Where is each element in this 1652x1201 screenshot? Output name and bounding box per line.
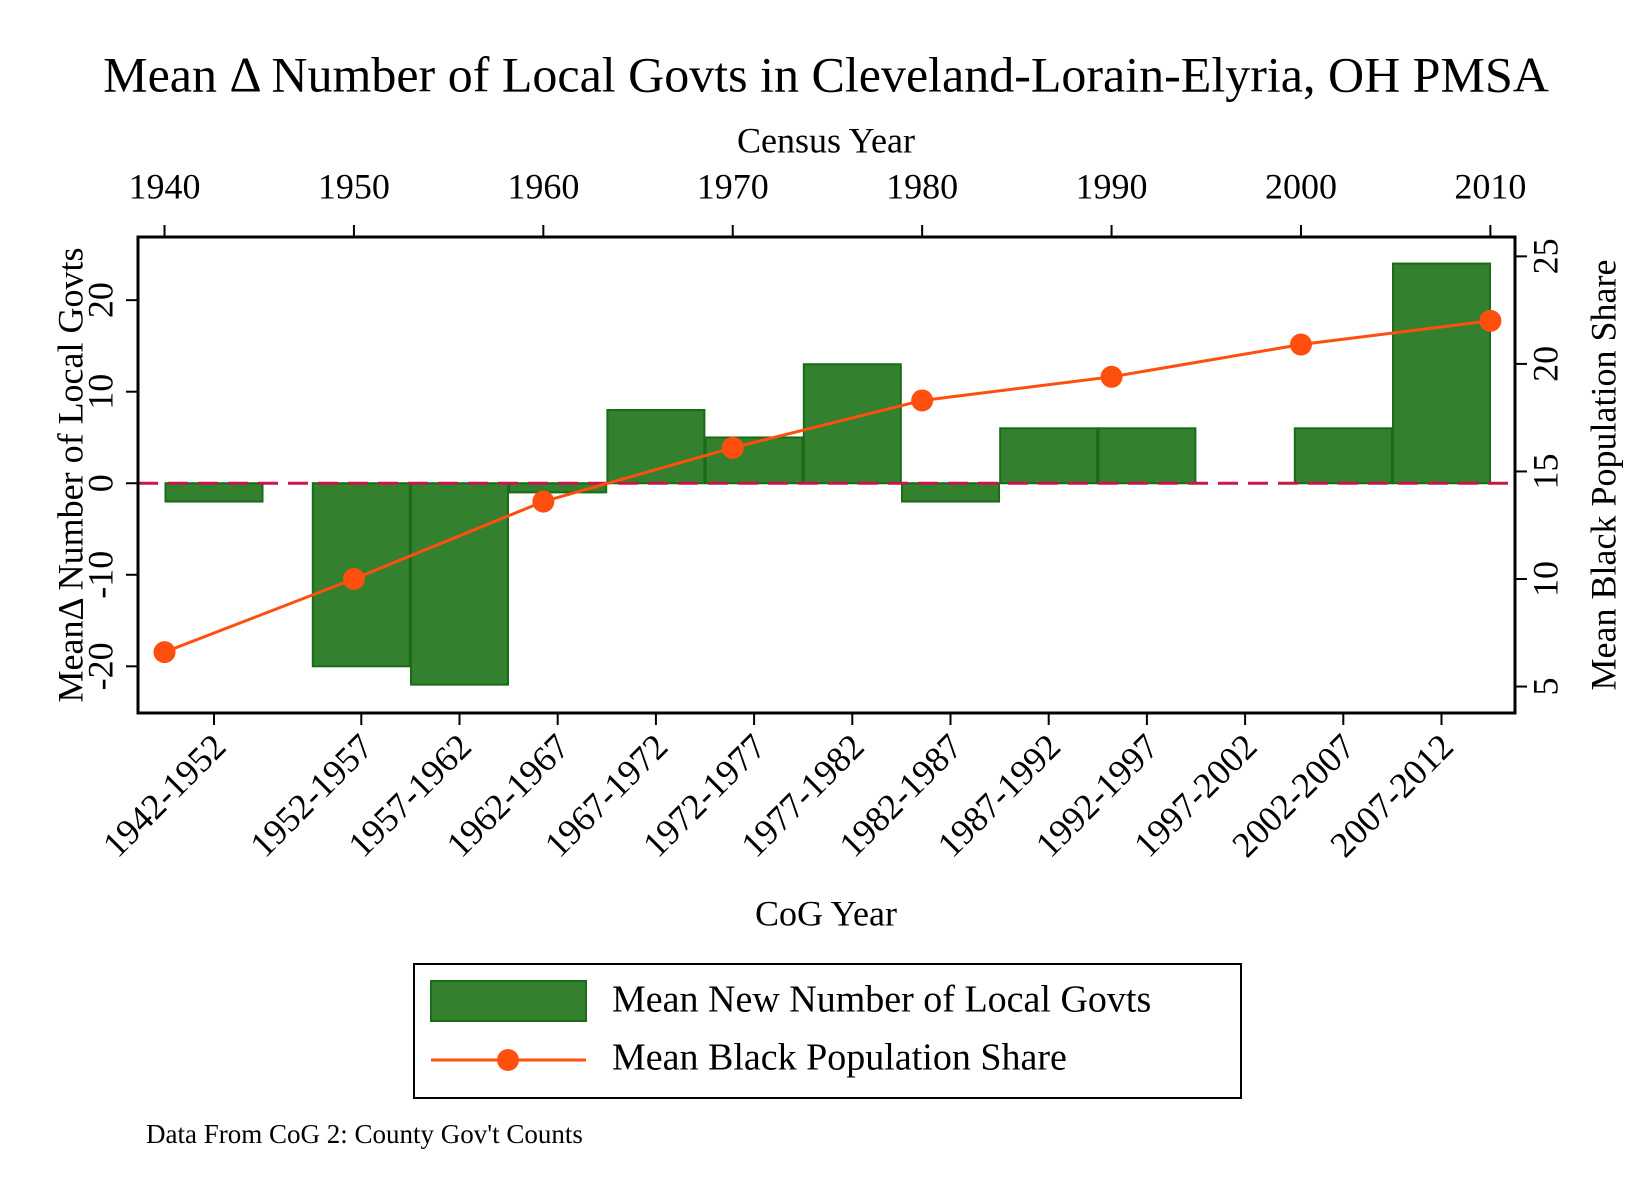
bar	[802, 363, 902, 485]
line-marker	[1479, 309, 1502, 332]
bar	[999, 427, 1099, 485]
y2-tick-label: 15	[1525, 453, 1565, 489]
legend-swatch	[430, 980, 587, 1022]
legend-label: Mean Black Population Share	[612, 1037, 1067, 1079]
top-x-tick-label: 1960	[507, 166, 579, 206]
bar	[410, 482, 509, 686]
legend-marker	[497, 1049, 519, 1071]
bar	[1097, 427, 1197, 485]
chart-title: Mean Δ Number of Local Govts in Clevelan…	[103, 46, 1549, 102]
y2-tick-label: 25	[1525, 238, 1565, 274]
top-axis-title: Census Year	[737, 120, 915, 160]
plot-frame	[136, 235, 1517, 715]
y-tick-label: 0	[80, 474, 120, 492]
y-tick-label: 10	[80, 374, 120, 410]
y2-axis-title: Mean Black Population Share	[1583, 260, 1623, 691]
top-x-tick-label: 1980	[886, 166, 958, 206]
y2-tick-label: 20	[1525, 346, 1565, 382]
line-marker	[911, 389, 934, 412]
line-marker	[1100, 365, 1123, 388]
bar	[1392, 262, 1491, 485]
y2-tick-label: 5	[1525, 678, 1565, 696]
top-x-tick-label: 1990	[1076, 166, 1148, 206]
top-x-tick-label: 1950	[318, 166, 390, 206]
line-marker	[153, 641, 176, 664]
bar	[901, 482, 1000, 503]
y2-tick-label: 10	[1525, 561, 1565, 597]
bar	[1293, 427, 1393, 485]
bar	[606, 409, 706, 485]
top-x-tick-label: 2000	[1265, 166, 1337, 206]
y-tick-label: -10	[80, 551, 120, 599]
bar	[704, 436, 804, 485]
line-marker	[532, 490, 555, 513]
x-axis-title: CoG Year	[755, 893, 897, 933]
legend-label: Mean New Number of Local Govts	[612, 979, 1151, 1021]
top-x-tick-label: 1940	[129, 166, 201, 206]
y-tick-label: 20	[80, 282, 120, 318]
line	[163, 319, 1491, 654]
top-x-tick-label: 2010	[1454, 166, 1526, 206]
legend-box	[413, 963, 1242, 1099]
source-note: Data From CoG 2: County Gov't Counts	[146, 1119, 583, 1149]
bar	[508, 482, 608, 494]
y-axis-title: MeanΔ Number of Local Govts	[50, 247, 90, 702]
top-x-tick-label: 1970	[697, 166, 769, 206]
line-marker	[342, 567, 365, 590]
line-marker	[721, 436, 744, 459]
bar	[164, 482, 264, 503]
y-tick-label: -20	[80, 642, 120, 690]
line-marker	[1289, 333, 1312, 356]
